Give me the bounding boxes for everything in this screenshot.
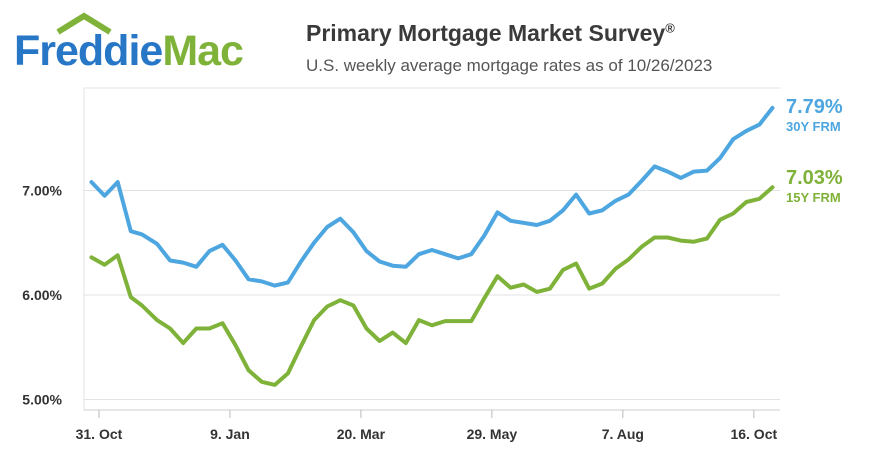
end-label-30y: 7.79% 30Y FRM bbox=[786, 97, 843, 133]
y-tick-label: 6.00% bbox=[22, 287, 62, 303]
series-line-30y-frm bbox=[89, 105, 775, 288]
registered-mark: ® bbox=[665, 20, 675, 36]
x-tick-label: 16. Oct bbox=[730, 426, 777, 442]
chart-title: Primary Mortgage Market Survey® bbox=[306, 20, 675, 47]
logo-wordmark: FreddieMac bbox=[14, 27, 244, 75]
x-tick-label: 7. Aug bbox=[602, 426, 644, 442]
chart-subtitle: U.S. weekly average mortgage rates as of… bbox=[306, 56, 713, 75]
x-tick-label: 20. Mar bbox=[337, 426, 386, 442]
series-line-15y-frm bbox=[89, 185, 775, 387]
end-label-30y-name: 30Y FRM bbox=[786, 119, 841, 134]
freddie-mac-logo: FreddieMac bbox=[14, 12, 284, 82]
logo-mac: Mac bbox=[162, 27, 244, 75]
x-tick-label: 29. May bbox=[467, 426, 518, 442]
house-roof-icon bbox=[56, 12, 112, 35]
end-label-15y-name: 15Y FRM bbox=[786, 190, 841, 205]
chart-title-text: Primary Mortgage Market Survey bbox=[306, 20, 666, 46]
y-tick-label: 5.00% bbox=[22, 392, 62, 408]
logo-freddie: Freddie bbox=[14, 27, 163, 75]
end-label-15y: 7.03% 15Y FRM bbox=[786, 168, 843, 204]
y-tick-label: 7.00% bbox=[22, 182, 62, 198]
end-label-15y-value: 7.03% bbox=[786, 167, 843, 189]
x-tick-label: 9. Jan bbox=[210, 426, 250, 442]
x-tick-label: 31. Oct bbox=[76, 426, 123, 442]
end-label-30y-value: 7.79% bbox=[786, 96, 843, 118]
